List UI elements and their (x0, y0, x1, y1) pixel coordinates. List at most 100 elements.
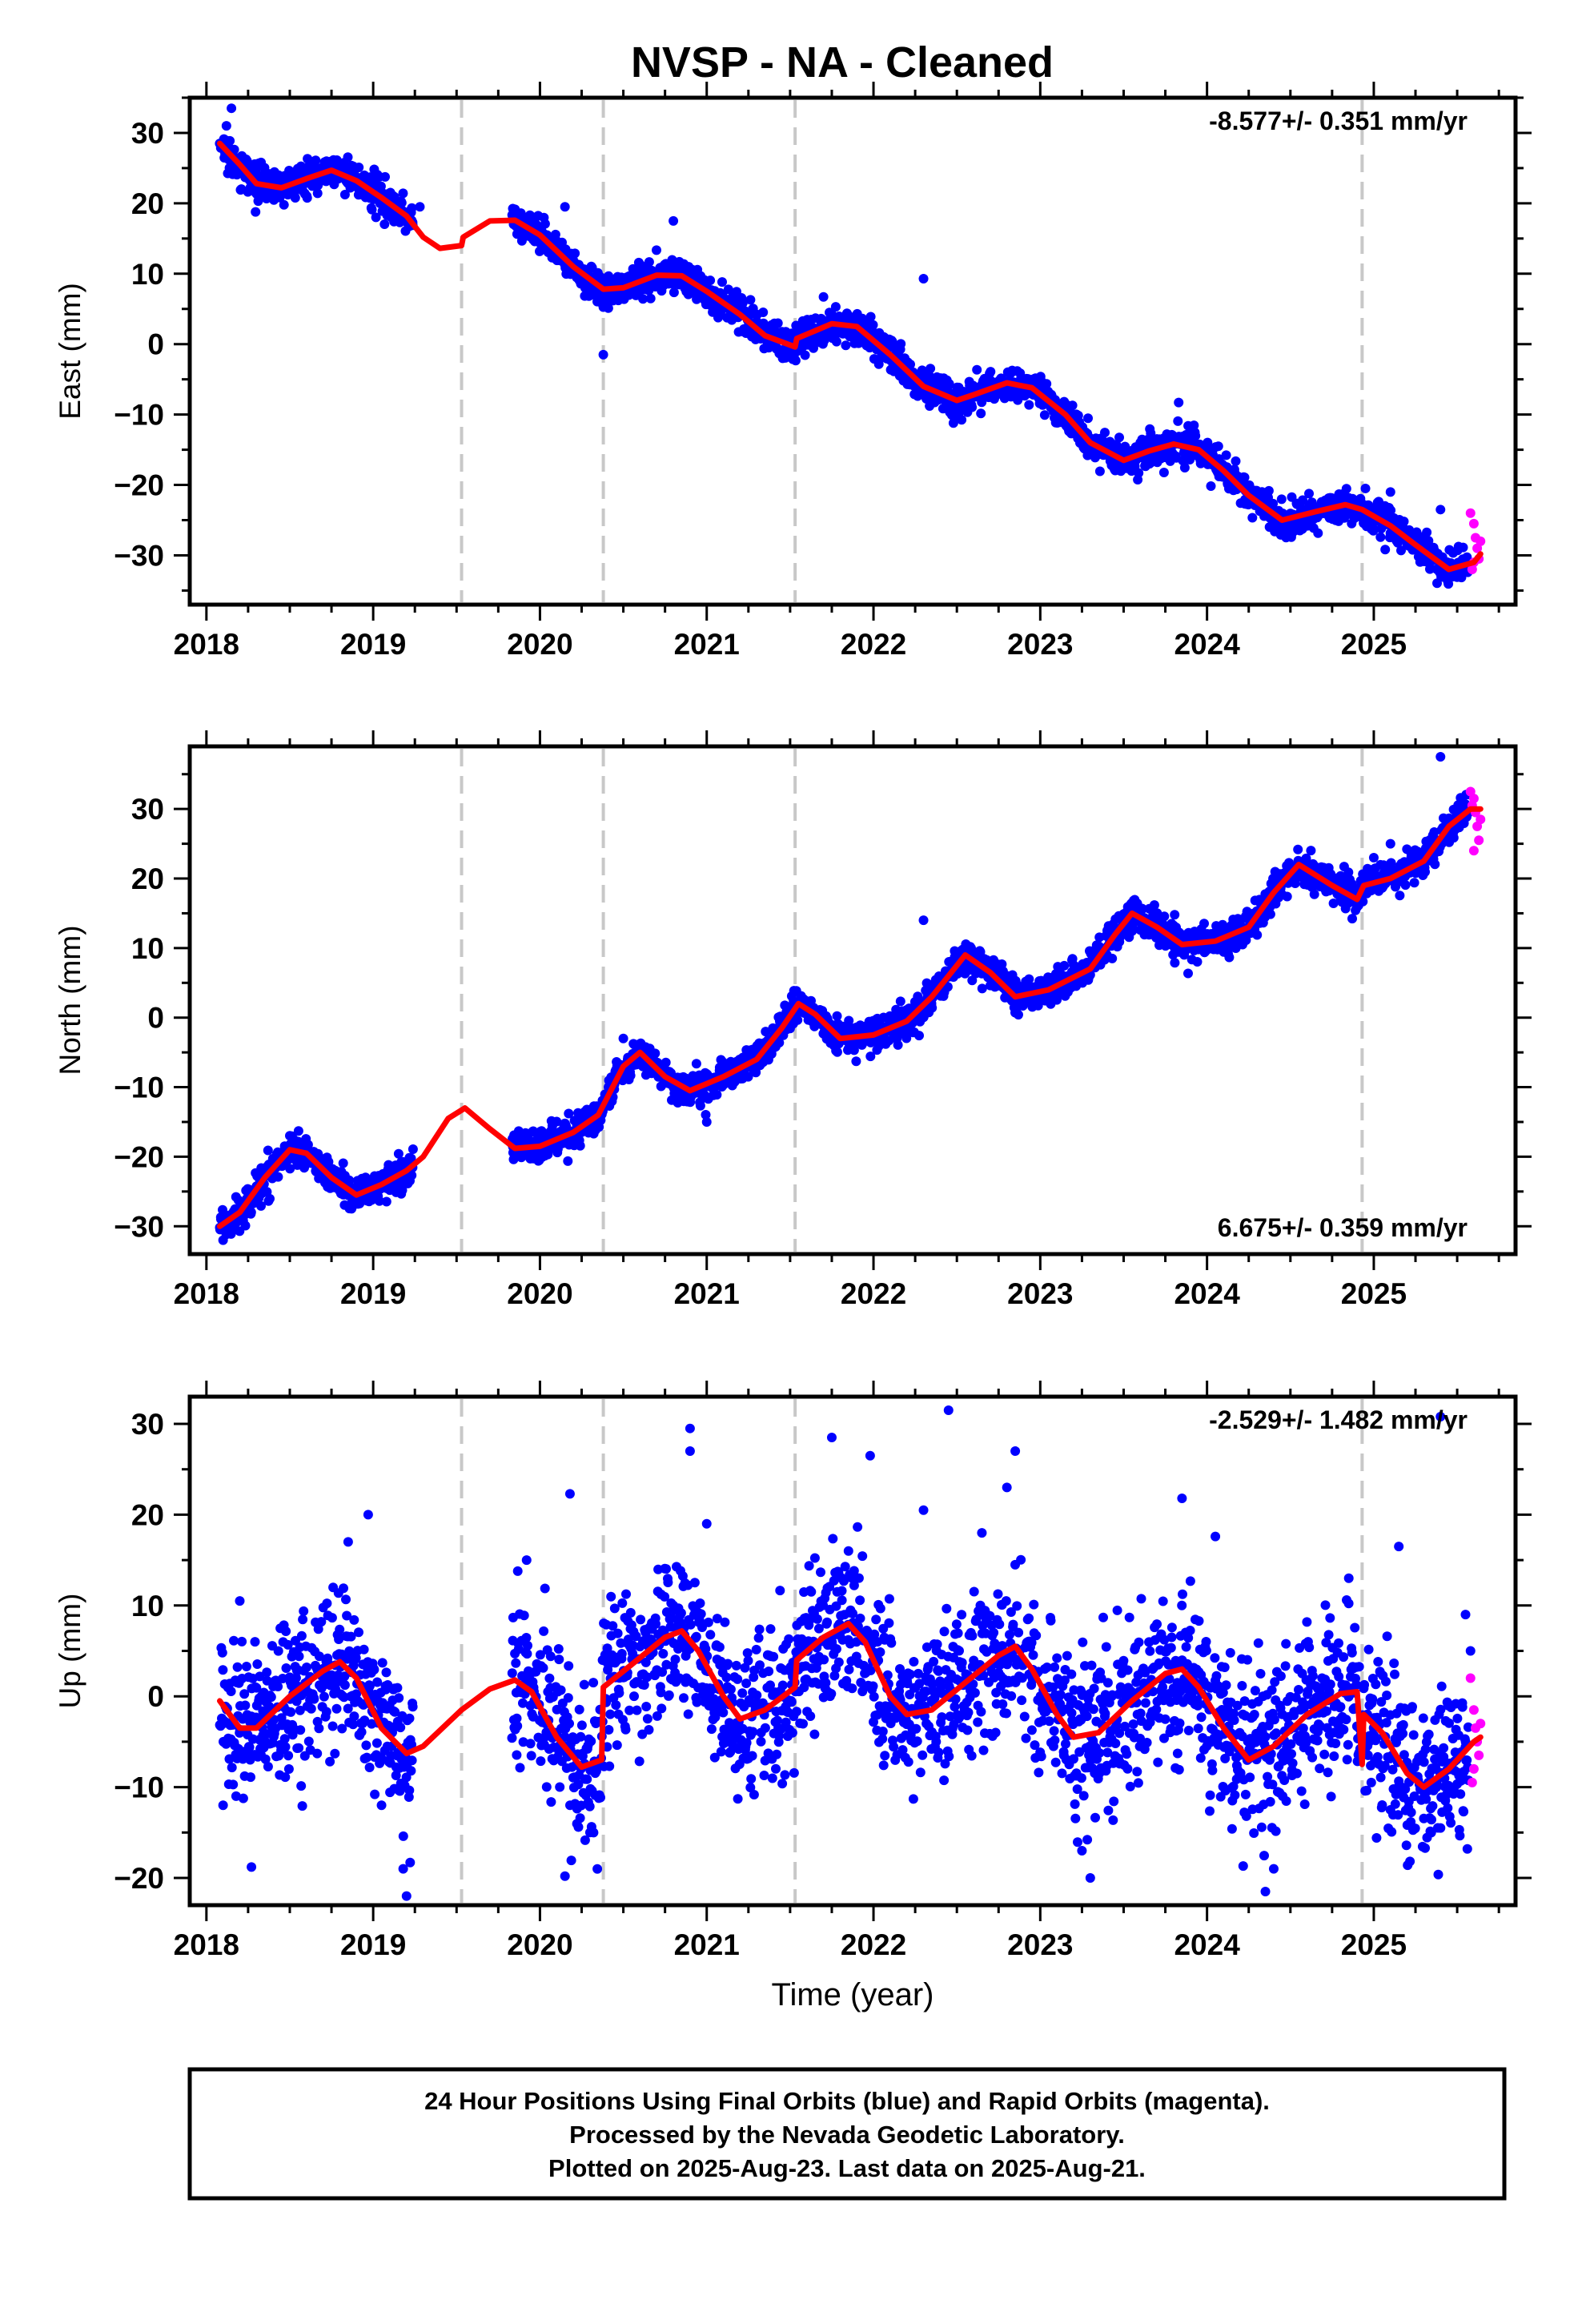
data-point (279, 199, 289, 210)
rapid-point (1476, 536, 1486, 546)
y-tick-label: −20 (114, 1140, 164, 1173)
data-point (302, 193, 312, 203)
data-point (893, 1039, 903, 1050)
outlier-point (1435, 505, 1446, 515)
data-point (1422, 527, 1432, 537)
x-tick-label: 2020 (507, 628, 572, 661)
data-point (737, 298, 748, 308)
data-point (831, 336, 841, 347)
rapid-point (1474, 835, 1484, 846)
rapid-point (1468, 846, 1479, 856)
data-point (1400, 880, 1411, 891)
data-point (986, 367, 996, 377)
data-point (818, 292, 829, 302)
data-point (229, 1635, 239, 1646)
data-point (275, 192, 285, 203)
y-tick-label: 20 (131, 187, 164, 220)
data-point (354, 163, 364, 172)
rapid-point (1465, 508, 1476, 518)
data-point (1107, 953, 1118, 963)
outlier-point (560, 202, 570, 212)
x-tick-label: 2021 (674, 628, 740, 661)
data-point (241, 1662, 251, 1671)
data-point (603, 303, 613, 313)
data-point (851, 1056, 861, 1067)
data-point (228, 1779, 239, 1790)
data-point (339, 190, 350, 199)
data-point (396, 198, 407, 208)
data-point (1430, 859, 1440, 870)
data-point (1039, 410, 1050, 420)
outlier-point (227, 103, 237, 114)
outlier-point (218, 1235, 228, 1245)
outlier-point (669, 215, 679, 226)
x-tick-label: 2021 (674, 1277, 740, 1310)
x-tick-label: 2018 (174, 1277, 239, 1310)
y-tick-label: 0 (147, 1002, 164, 1035)
outlier-point (415, 202, 425, 212)
data-point (367, 204, 377, 215)
data-point (661, 1057, 671, 1068)
x-tick-label: 2023 (1007, 628, 1073, 661)
data-point (1458, 542, 1468, 553)
x-tick-label: 2025 (1341, 1277, 1407, 1310)
data-point (645, 293, 656, 304)
data-point (868, 320, 878, 330)
data-point (1170, 958, 1180, 968)
east-panel: 2018 2019 2020 2021 2022 2023 2024 2025−30−20−1… (54, 82, 1532, 661)
plot-background (190, 1397, 1516, 1905)
data-point (246, 1207, 256, 1217)
outlier-point (618, 1033, 628, 1043)
data-point (1347, 914, 1357, 924)
data-point (1309, 889, 1319, 899)
outlier-point (1360, 483, 1371, 493)
data-point (540, 219, 550, 229)
rapid-point (1476, 814, 1486, 825)
data-point (1170, 910, 1180, 920)
y-axis-label: East (mm) (54, 283, 86, 420)
data-point (379, 219, 390, 229)
data-point (1173, 416, 1183, 426)
data-point (705, 275, 716, 286)
data-point (977, 983, 987, 994)
x-tick-label: 2022 (841, 1277, 906, 1310)
data-point (290, 193, 300, 203)
data-point (217, 1647, 227, 1658)
data-point (1067, 400, 1078, 411)
y-tick-label: 10 (131, 932, 164, 965)
data-point (227, 1763, 237, 1773)
x-tick-label: 2020 (507, 1277, 572, 1310)
data-point (240, 1220, 251, 1231)
data-point (408, 1144, 418, 1154)
data-point (644, 257, 654, 267)
data-point (1083, 413, 1093, 424)
data-point (1014, 1010, 1023, 1020)
data-point (265, 1193, 275, 1204)
data-point (381, 1196, 391, 1207)
y-tick-label: −30 (114, 539, 164, 572)
outlier-point (1174, 397, 1184, 408)
data-point (830, 302, 841, 312)
data-point (1213, 441, 1223, 452)
velocity-annotation: 6.675+/- 0.359 mm/yr (1218, 1213, 1468, 1242)
y-axis-label: North (mm) (54, 925, 86, 1075)
data-point (1024, 400, 1034, 410)
data-point (371, 212, 381, 223)
data-point (790, 356, 801, 366)
north-panel: 2018 2019 2020 2021 2022 2023 2024 2025−30−20−1… (54, 730, 1532, 1310)
data-point (1263, 485, 1274, 496)
outlier-point (918, 915, 929, 926)
y-tick-label: −10 (114, 399, 164, 432)
data-point (226, 1687, 236, 1696)
y-tick-label: 0 (147, 328, 164, 361)
data-point (251, 207, 261, 217)
data-point (575, 1140, 585, 1151)
data-point (957, 415, 967, 425)
x-tick-label: 2019 (340, 628, 406, 661)
data-point (1114, 432, 1124, 443)
data-point (1059, 960, 1070, 971)
data-point (625, 1071, 636, 1080)
x-tick-label: 2024 (1174, 628, 1240, 661)
data-point (691, 1059, 701, 1069)
data-point (237, 1636, 247, 1647)
